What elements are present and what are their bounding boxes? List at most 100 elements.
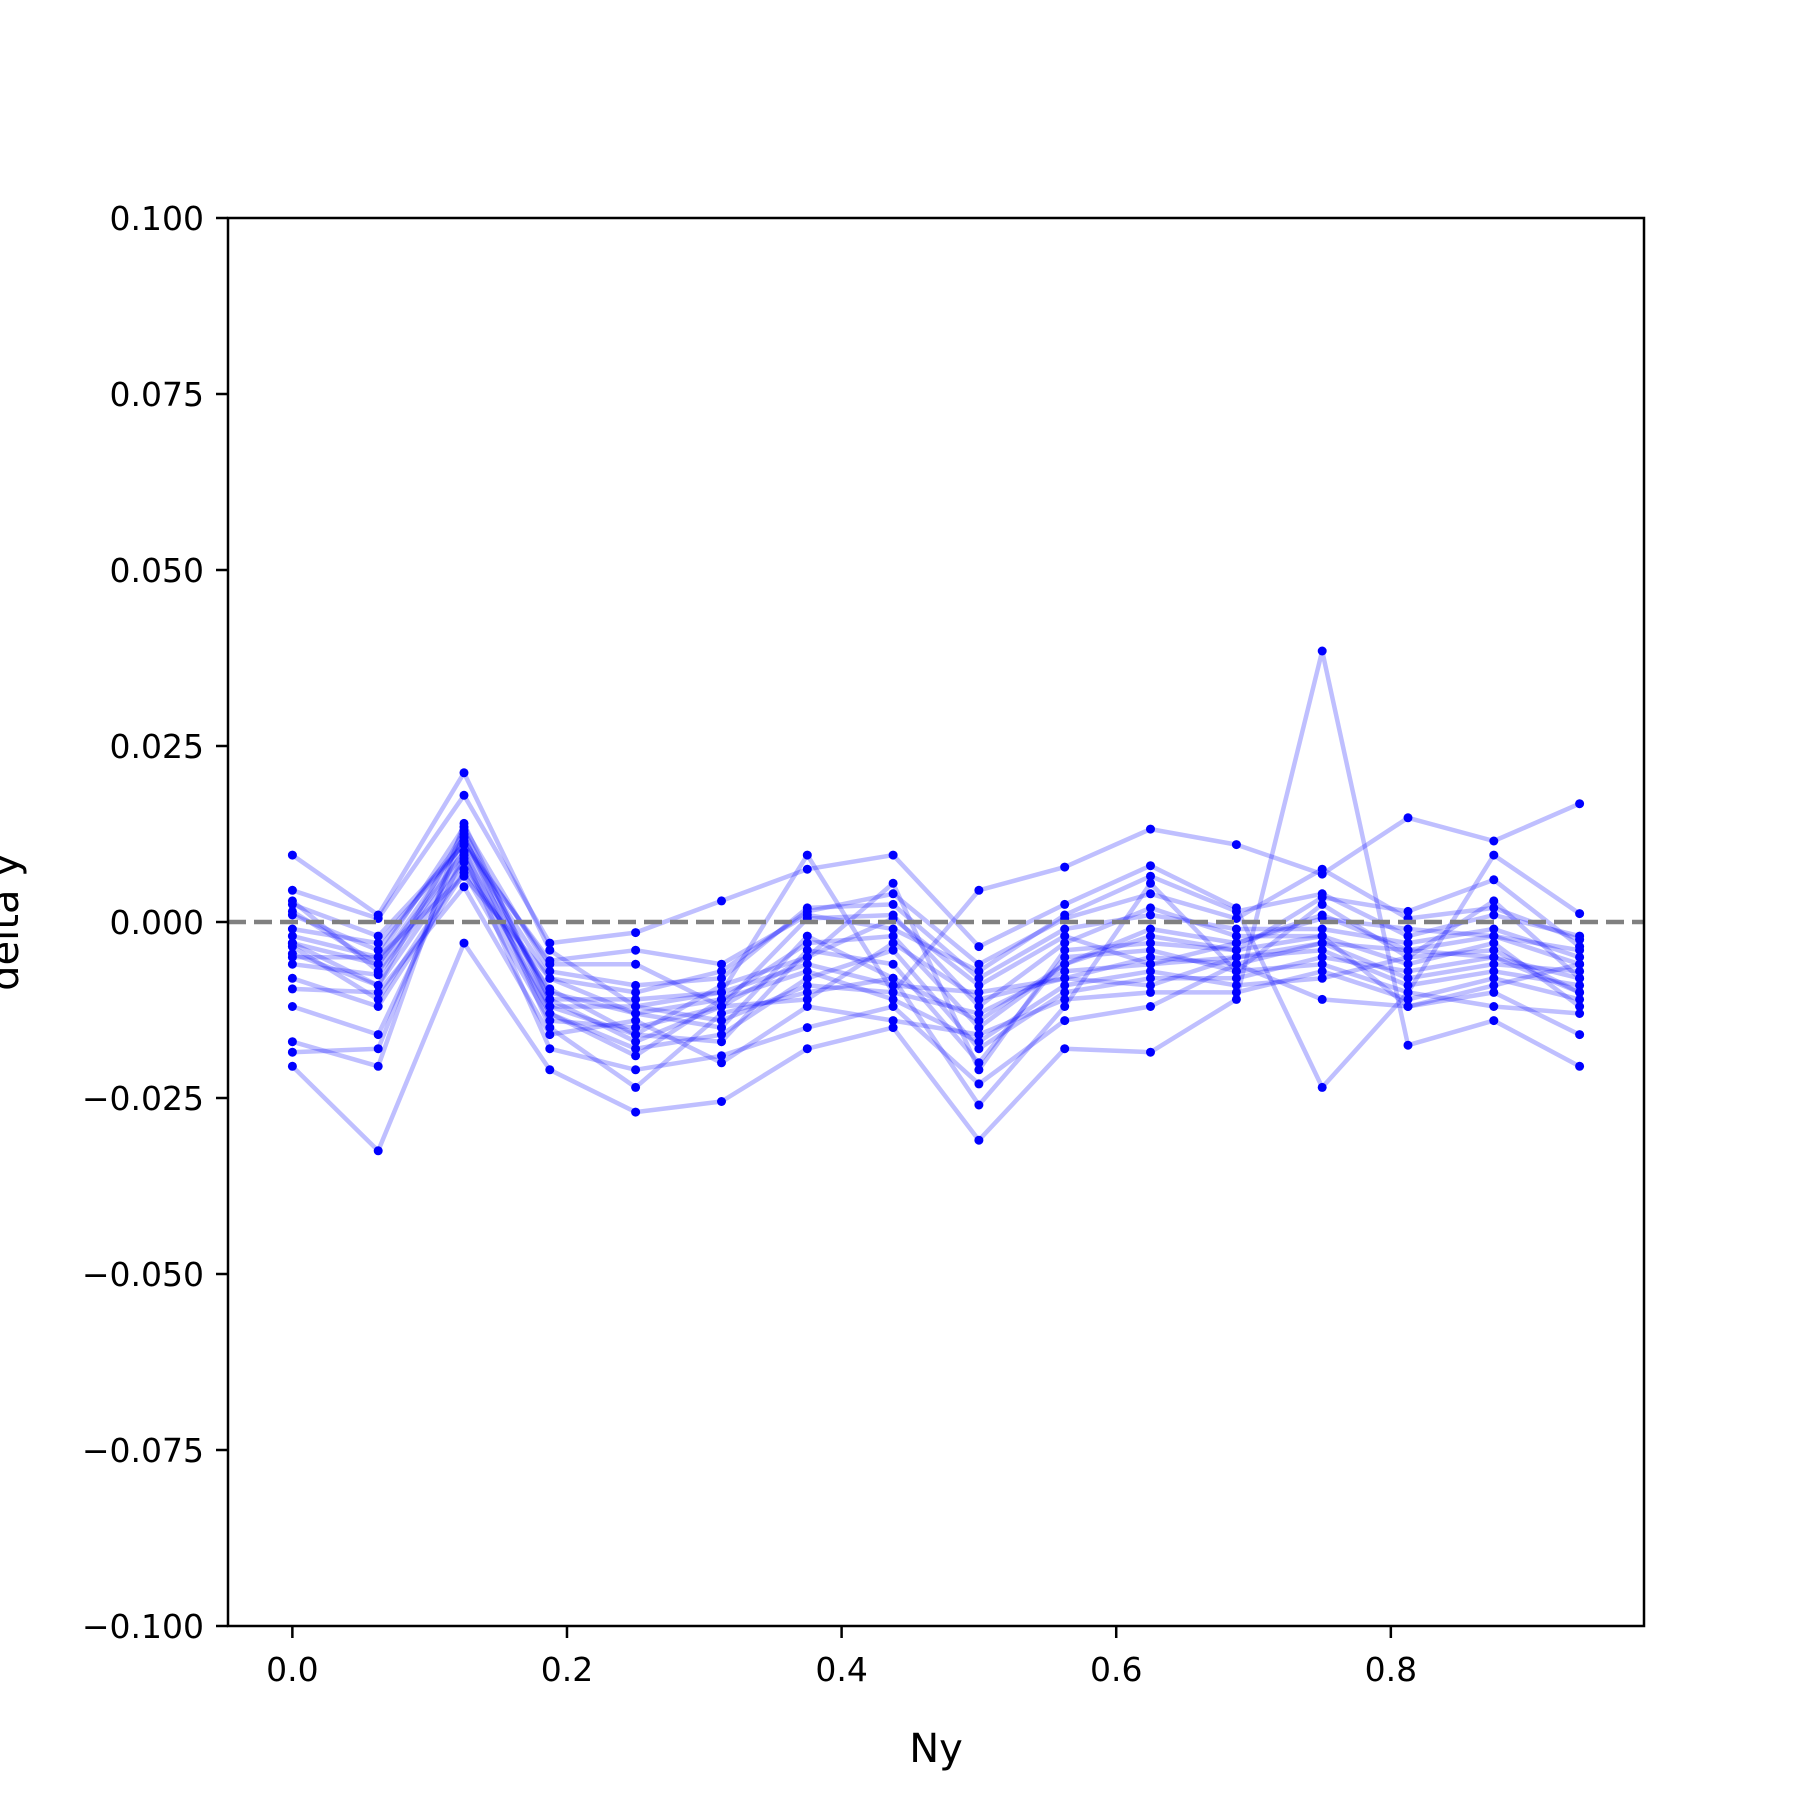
data-point <box>1231 924 1241 934</box>
data-point <box>1231 914 1241 923</box>
data-point <box>1060 1016 1070 1026</box>
series-line <box>291 838 1580 1009</box>
data-point <box>1575 1009 1585 1018</box>
data-point <box>1317 646 1327 656</box>
data-point <box>287 906 297 916</box>
data-point <box>717 1058 726 1068</box>
data-point <box>1231 840 1241 850</box>
data-point <box>1060 980 1070 990</box>
data-point <box>1146 861 1155 871</box>
data-point <box>974 1037 984 1047</box>
data-point <box>888 994 898 1004</box>
data-point <box>717 1023 726 1033</box>
series-line <box>292 873 1581 1030</box>
data-point <box>1575 799 1585 809</box>
data-point <box>1231 938 1241 948</box>
data-point <box>802 1044 812 1054</box>
data-point <box>373 966 383 976</box>
y-tick-label: 0.075 <box>110 375 204 414</box>
y-tick-label: 0.025 <box>110 727 204 766</box>
data-point <box>717 959 726 969</box>
data-point <box>802 945 812 955</box>
data-point <box>888 1002 898 1011</box>
data-point <box>802 1002 812 1011</box>
data-point <box>717 980 726 990</box>
data-point <box>888 980 898 990</box>
data-point <box>287 984 297 994</box>
data-point <box>1489 910 1499 920</box>
data-point <box>373 1030 383 1040</box>
data-point <box>1575 1061 1585 1071</box>
data-point <box>545 994 555 1004</box>
data-point <box>631 1023 641 1033</box>
data-point <box>802 903 812 913</box>
data-point <box>802 938 812 948</box>
data-point <box>802 959 812 969</box>
data-point <box>459 836 469 846</box>
data-point <box>1060 1044 1070 1054</box>
data-point <box>1403 952 1413 962</box>
data-point <box>974 885 984 895</box>
data-point <box>1146 903 1155 913</box>
data-point <box>545 945 555 955</box>
data-point <box>459 864 469 874</box>
data-point <box>287 1037 297 1047</box>
series-20 <box>287 836 1585 1011</box>
data-point <box>717 1016 726 1026</box>
data-point <box>373 1002 383 1011</box>
data-point <box>373 1044 383 1054</box>
data-point <box>373 1146 383 1156</box>
data-point <box>1317 924 1327 934</box>
data-point <box>459 768 469 778</box>
data-point <box>1317 994 1327 1004</box>
data-point <box>717 1037 726 1047</box>
data-point <box>545 1044 555 1054</box>
data-point <box>1575 994 1585 1004</box>
series-line <box>291 859 1581 1051</box>
data-point <box>1317 864 1327 874</box>
data-point <box>802 994 812 1004</box>
data-point <box>974 1016 984 1026</box>
series-line <box>291 866 1580 1066</box>
data-point <box>1489 896 1499 906</box>
series-14 <box>287 854 1585 1026</box>
data-point <box>545 966 555 976</box>
series-line <box>291 842 1581 995</box>
data-point <box>631 959 641 969</box>
data-point <box>1403 966 1413 976</box>
data-point <box>1146 871 1155 881</box>
data-point <box>974 1023 984 1033</box>
data-point <box>888 945 898 955</box>
data-point <box>888 1016 898 1026</box>
data-point <box>1060 899 1070 909</box>
data-point <box>1489 850 1499 860</box>
data-point <box>287 938 297 948</box>
series-line <box>292 831 1582 1108</box>
data-point <box>1317 1082 1327 1092</box>
data-point <box>1060 924 1070 934</box>
data-point <box>1231 959 1241 969</box>
x-tick-label: 0.4 <box>815 1650 867 1689</box>
data-point <box>1146 945 1155 955</box>
data-point <box>1231 945 1241 955</box>
data-point <box>631 1030 641 1040</box>
series-line <box>292 842 1581 974</box>
data-point <box>631 1002 641 1011</box>
series-line <box>292 884 1581 1066</box>
y-tick-label: 0.050 <box>110 551 204 590</box>
data-point <box>545 1002 555 1011</box>
data-point <box>1060 952 1070 962</box>
data-point <box>287 1002 297 1011</box>
data-point <box>459 882 469 892</box>
data-point <box>1231 952 1241 962</box>
data-point <box>373 945 383 955</box>
data-point <box>1489 952 1499 962</box>
data-point <box>888 924 898 934</box>
data-point <box>1575 973 1585 983</box>
data-point <box>1403 945 1413 955</box>
data-point <box>717 973 726 983</box>
data-point <box>1231 980 1241 990</box>
x-axis-title: Ny <box>909 1726 963 1772</box>
data-point <box>888 878 898 888</box>
